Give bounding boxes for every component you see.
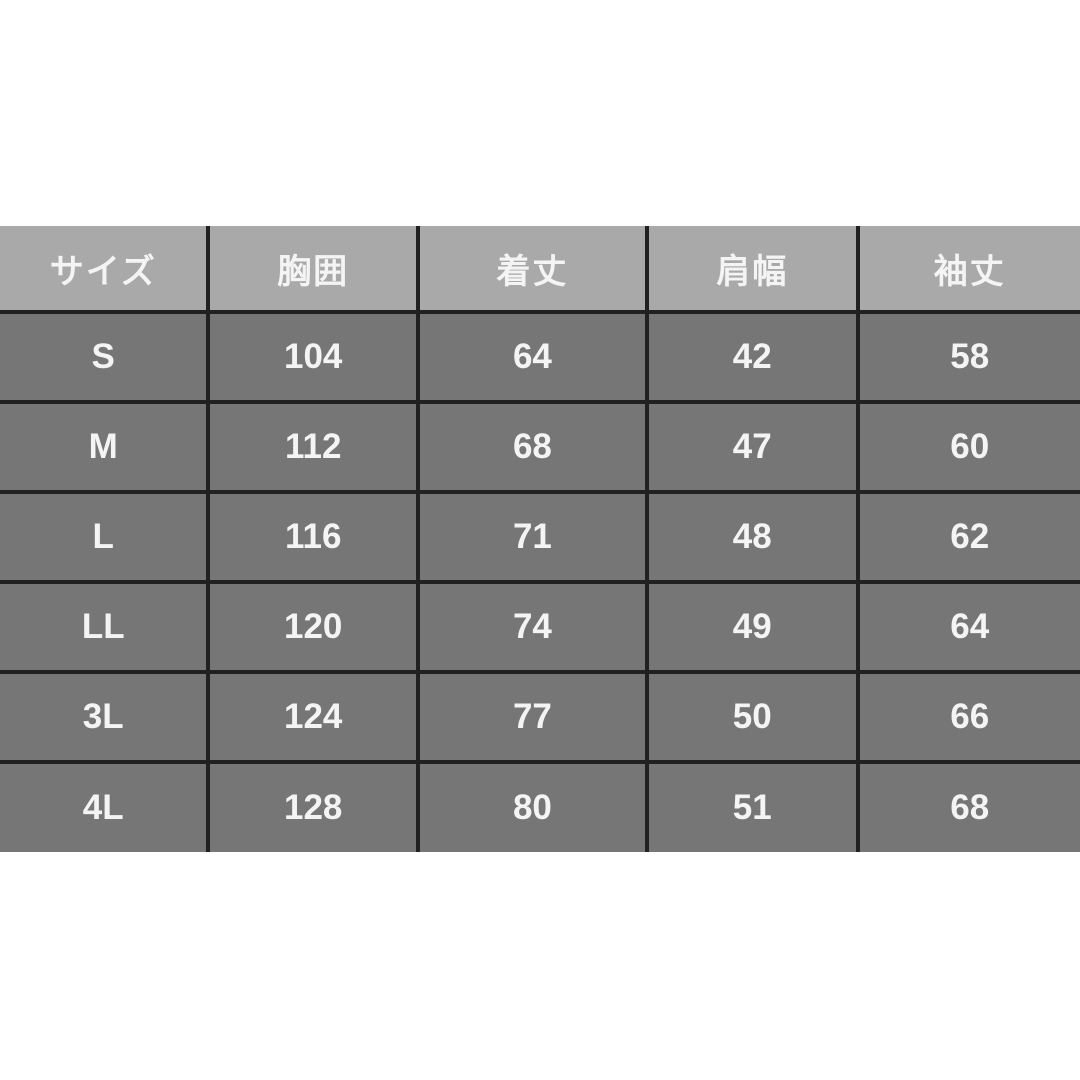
cell-length: 74 <box>415 580 649 674</box>
column-header-shoulder: 肩幅 <box>644 226 860 314</box>
cell-chest: 128 <box>206 760 420 852</box>
size-chart-header: サイズ 胸囲 着丈 肩幅 袖丈 <box>0 226 1080 314</box>
cell-shoulder: 47 <box>644 400 860 494</box>
cell-size: L <box>0 490 211 584</box>
cell-shoulder: 50 <box>644 670 860 764</box>
cell-chest: 104 <box>206 310 420 404</box>
cell-chest: 124 <box>206 670 420 764</box>
table-row-3l: 3L 124 77 50 66 <box>0 670 1080 764</box>
header-row: サイズ 胸囲 着丈 肩幅 袖丈 <box>0 226 1080 314</box>
size-chart: サイズ 胸囲 着丈 肩幅 袖丈 S 104 64 42 58 M 112 <box>0 226 1080 852</box>
cell-sleeve: 64 <box>855 580 1080 674</box>
cell-size: S <box>0 310 211 404</box>
cell-sleeve: 62 <box>855 490 1080 584</box>
cell-length: 68 <box>415 400 649 494</box>
cell-sleeve: 60 <box>855 400 1080 494</box>
table-row-4l: 4L 128 80 51 68 <box>0 760 1080 852</box>
cell-sleeve: 58 <box>855 310 1080 404</box>
table-row-l: L 116 71 48 62 <box>0 490 1080 584</box>
size-chart-body: S 104 64 42 58 M 112 68 47 60 L 116 71 <box>0 310 1080 852</box>
column-header-sleeve: 袖丈 <box>855 226 1080 314</box>
cell-length: 64 <box>415 310 649 404</box>
cell-size: 3L <box>0 670 211 764</box>
column-header-chest: 胸囲 <box>206 226 420 314</box>
cell-chest: 120 <box>206 580 420 674</box>
table-row-m: M 112 68 47 60 <box>0 400 1080 494</box>
cell-shoulder: 51 <box>644 760 860 852</box>
column-header-length: 着丈 <box>415 226 649 314</box>
column-header-size: サイズ <box>0 226 211 314</box>
cell-size: 4L <box>0 760 211 852</box>
cell-sleeve: 66 <box>855 670 1080 764</box>
cell-shoulder: 49 <box>644 580 860 674</box>
cell-length: 71 <box>415 490 649 584</box>
table-row-ll: LL 120 74 49 64 <box>0 580 1080 674</box>
cell-length: 77 <box>415 670 649 764</box>
cell-shoulder: 48 <box>644 490 860 584</box>
cell-length: 80 <box>415 760 649 852</box>
cell-chest: 116 <box>206 490 420 584</box>
cell-sleeve: 68 <box>855 760 1080 852</box>
cell-size: M <box>0 400 211 494</box>
table-row-s: S 104 64 42 58 <box>0 310 1080 404</box>
size-chart-table: サイズ 胸囲 着丈 肩幅 袖丈 S 104 64 42 58 M 112 <box>0 226 1080 852</box>
cell-shoulder: 42 <box>644 310 860 404</box>
cell-chest: 112 <box>206 400 420 494</box>
cell-size: LL <box>0 580 211 674</box>
